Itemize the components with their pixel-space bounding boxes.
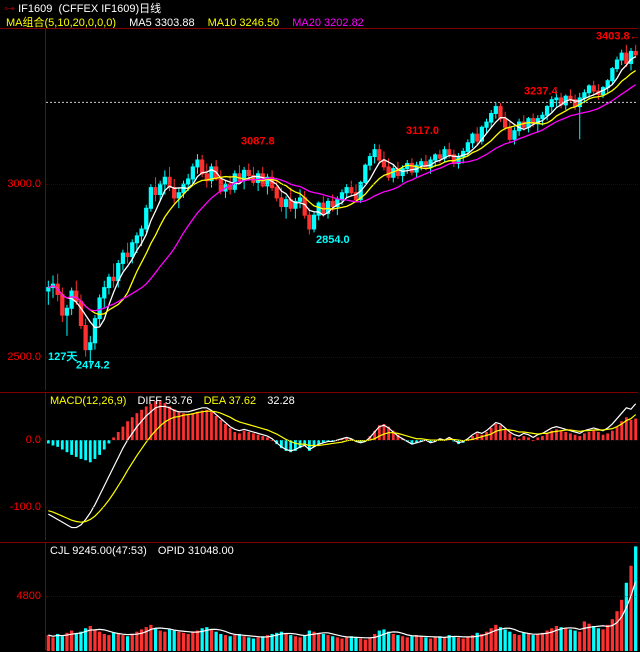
opid-label: OPID 31048.00 (158, 545, 234, 557)
svg-text:3117.0: 3117.0 (406, 125, 439, 137)
axis-main: 2500.03000.0 (0, 28, 46, 390)
svg-text:2474.2: 2474.2 (76, 360, 110, 372)
panel-vol[interactable]: CJL 9245.00(47:53) OPID 31048.00 (46, 542, 638, 650)
axis-vol: 4800 (0, 542, 46, 650)
svg-text:3403.8←: 3403.8← (596, 30, 640, 42)
svg-text:3237.4: 3237.4 (524, 86, 559, 98)
axis-macd: -100.00.0 (0, 392, 46, 540)
svg-text:2854.0: 2854.0 (316, 234, 350, 246)
macd-legend: MACD(12,26,9) DIFF 53.76 DEA 37.62 32.28 (50, 395, 303, 407)
svg-text:3087.8: 3087.8 (241, 135, 275, 147)
dea-label: DEA 37.62 (204, 395, 257, 407)
macd-lines-svg (46, 393, 638, 540)
panel-macd[interactable]: MACD(12,26,9) DIFF 53.76 DEA 37.62 32.28 (46, 392, 638, 540)
diff-label: DIFF 53.76 (137, 395, 192, 407)
annot-svg: 3403.8←3237.43117.03087.82854.0127天2474.… (46, 29, 638, 390)
chart-root: ⊶ IF1609 (CFFEX IF1609)日线 MA组合(5,10,20,0… (0, 0, 640, 652)
macd-label: MACD(12,26,9) (50, 395, 126, 407)
panel-main[interactable]: 3403.8←3237.43117.03087.82854.0127天2474.… (46, 28, 638, 390)
title-bar: ⊶ IF1609 (CFFEX IF1609)日线 (0, 0, 640, 14)
cjl-label: CJL 9245.00(47:53) (50, 545, 147, 557)
vol-legend: CJL 9245.00(47:53) OPID 31048.00 (50, 545, 242, 557)
macd-val: 32.28 (267, 395, 295, 407)
